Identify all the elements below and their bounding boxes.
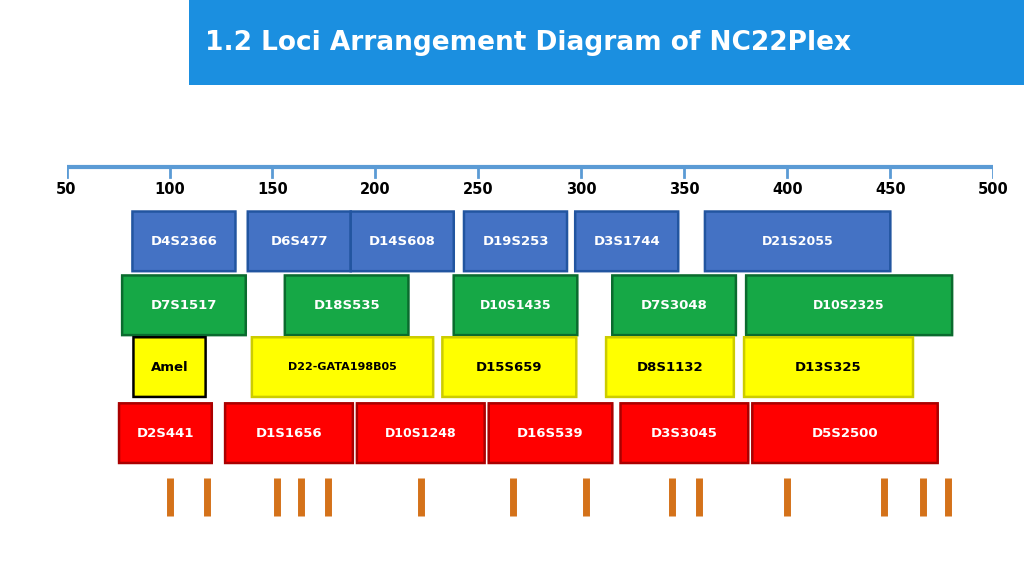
FancyBboxPatch shape — [442, 338, 577, 397]
Text: 50: 50 — [56, 181, 77, 196]
Text: D6S477: D6S477 — [270, 235, 328, 248]
FancyBboxPatch shape — [225, 403, 353, 463]
Text: 100: 100 — [155, 181, 185, 196]
FancyBboxPatch shape — [575, 211, 678, 271]
Text: Amel: Amel — [151, 361, 188, 374]
Text: D19S253: D19S253 — [482, 235, 549, 248]
FancyBboxPatch shape — [357, 403, 484, 463]
FancyBboxPatch shape — [454, 275, 578, 335]
Text: 400: 400 — [772, 181, 803, 196]
FancyBboxPatch shape — [248, 211, 351, 271]
FancyBboxPatch shape — [621, 403, 749, 463]
Text: D3S3045: D3S3045 — [651, 427, 718, 439]
Text: 1.2 Loci Arrangement Diagram of NC22Plex: 1.2 Loci Arrangement Diagram of NC22Plex — [205, 29, 851, 56]
FancyBboxPatch shape — [744, 338, 913, 397]
FancyBboxPatch shape — [753, 403, 938, 463]
FancyBboxPatch shape — [285, 275, 409, 335]
FancyBboxPatch shape — [132, 211, 236, 271]
Text: D7S3048: D7S3048 — [641, 299, 708, 312]
FancyBboxPatch shape — [122, 275, 246, 335]
Text: D3S1744: D3S1744 — [593, 235, 660, 248]
FancyBboxPatch shape — [746, 275, 952, 335]
Text: D8S1132: D8S1132 — [637, 361, 703, 374]
Text: 500: 500 — [978, 181, 1009, 196]
Text: D5S2500: D5S2500 — [812, 427, 879, 439]
Text: 450: 450 — [874, 181, 905, 196]
FancyBboxPatch shape — [612, 275, 736, 335]
FancyBboxPatch shape — [350, 211, 454, 271]
Text: D16S539: D16S539 — [517, 427, 584, 439]
Text: D10S2325: D10S2325 — [813, 299, 885, 312]
FancyBboxPatch shape — [606, 338, 734, 397]
FancyBboxPatch shape — [705, 211, 890, 271]
Text: D2S441: D2S441 — [136, 427, 195, 439]
FancyBboxPatch shape — [252, 338, 433, 397]
Text: D18S535: D18S535 — [313, 299, 380, 312]
FancyBboxPatch shape — [488, 403, 612, 463]
Text: 350: 350 — [669, 181, 699, 196]
Text: YESU: YESU — [53, 66, 82, 76]
Text: D15S659: D15S659 — [476, 361, 543, 374]
Text: D7S1517: D7S1517 — [151, 299, 217, 312]
Text: D10S1435: D10S1435 — [479, 299, 551, 312]
Text: D10S1248: D10S1248 — [385, 427, 457, 439]
Text: D1S1656: D1S1656 — [256, 427, 323, 439]
FancyBboxPatch shape — [119, 403, 212, 463]
Text: D21S2055: D21S2055 — [762, 235, 834, 248]
Text: 200: 200 — [360, 181, 391, 196]
FancyBboxPatch shape — [464, 211, 567, 271]
Text: 250: 250 — [463, 181, 494, 196]
Text: D22-GATA198B05: D22-GATA198B05 — [288, 362, 397, 372]
Text: D14S608: D14S608 — [369, 235, 435, 248]
Text: 150: 150 — [257, 181, 288, 196]
Text: 沿溯: 沿溯 — [116, 33, 143, 52]
Text: D13S325: D13S325 — [796, 361, 862, 374]
FancyBboxPatch shape — [133, 338, 206, 397]
Text: D4S2366: D4S2366 — [151, 235, 217, 248]
Text: 300: 300 — [566, 181, 597, 196]
